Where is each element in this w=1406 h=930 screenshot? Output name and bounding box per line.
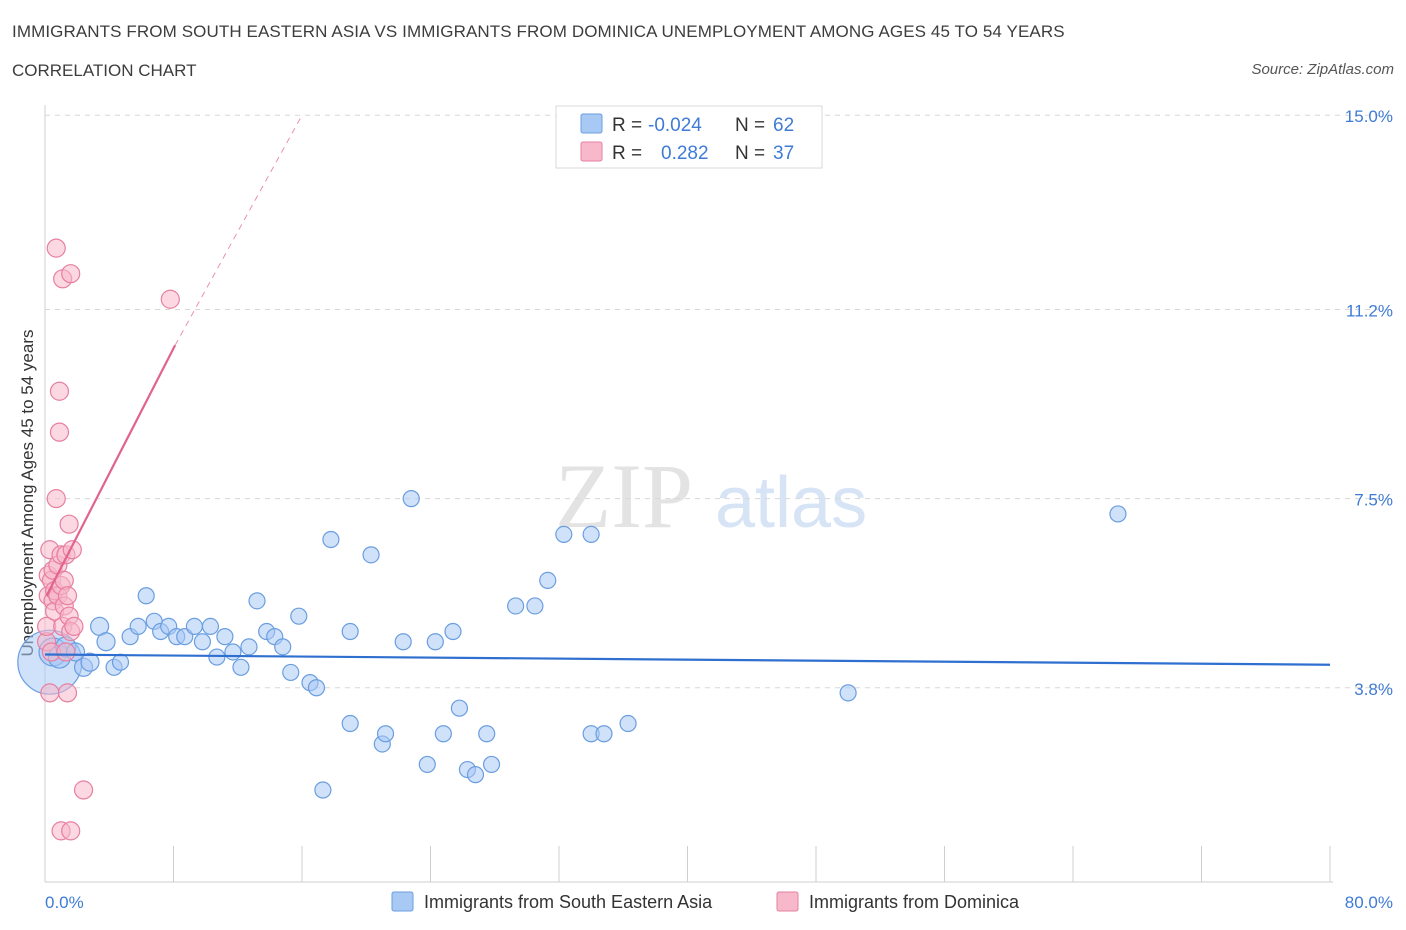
point-south-eastern-asia bbox=[402, 490, 420, 508]
point-south-eastern-asia bbox=[201, 617, 220, 636]
point-dominica bbox=[61, 821, 81, 841]
point-south-eastern-asia bbox=[282, 663, 300, 682]
point-south-eastern-asia bbox=[137, 587, 155, 605]
series-dominica-points bbox=[37, 238, 180, 841]
point-south-eastern-asia bbox=[450, 699, 469, 717]
point-south-eastern-asia bbox=[582, 525, 600, 543]
point-south-eastern-asia bbox=[341, 714, 359, 733]
stats-legend: R = -0.024 N = 62 R = 0.282 N = 37 bbox=[555, 105, 823, 169]
point-south-eastern-asia bbox=[248, 592, 266, 610]
point-south-eastern-asia bbox=[216, 628, 234, 646]
legend-n-value-pink: 37 bbox=[773, 143, 794, 164]
point-dominica bbox=[46, 489, 66, 509]
point-south-eastern-asia bbox=[274, 638, 292, 656]
series-south-eastern-asia-points bbox=[17, 490, 1127, 799]
point-south-eastern-asia bbox=[595, 725, 613, 743]
axes bbox=[44, 105, 1333, 883]
point-south-eastern-asia bbox=[444, 622, 462, 641]
trend-line-south-eastern-asia bbox=[44, 653, 1331, 666]
point-south-eastern-asia bbox=[539, 571, 557, 590]
legend-r-label-blue: R = bbox=[612, 115, 642, 136]
point-dominica bbox=[64, 616, 84, 637]
series-legend-swatch-blue bbox=[391, 891, 414, 912]
point-dominica bbox=[56, 642, 76, 662]
point-dominica bbox=[57, 586, 78, 606]
point-south-eastern-asia bbox=[96, 632, 116, 652]
point-south-eastern-asia bbox=[193, 633, 212, 651]
chart-title: IMMIGRANTS FROM SOUTH EASTERN ASIA VS IM… bbox=[12, 22, 1065, 41]
y-axis-title: Unemployment Among Ages 45 to 54 years bbox=[18, 330, 37, 657]
y-axis-tick-labels: 3.8% 7.5% 11.2% 15.0% bbox=[1345, 107, 1393, 699]
point-south-eastern-asia bbox=[314, 781, 332, 799]
point-south-eastern-asia bbox=[466, 766, 485, 784]
point-south-eastern-asia bbox=[376, 725, 395, 743]
y-tick-label: 15.0% bbox=[1345, 107, 1393, 126]
point-south-eastern-asia bbox=[839, 684, 857, 702]
watermark: ZIP atlas bbox=[555, 445, 867, 547]
point-south-eastern-asia bbox=[394, 633, 412, 651]
trend-lines bbox=[44, 114, 1331, 666]
point-dominica bbox=[40, 683, 60, 703]
legend-n-value-blue: 62 bbox=[773, 115, 794, 136]
point-dominica bbox=[61, 264, 81, 284]
point-south-eastern-asia bbox=[111, 653, 130, 671]
point-south-eastern-asia bbox=[232, 658, 250, 676]
point-dominica bbox=[46, 238, 66, 258]
point-south-eastern-asia bbox=[208, 648, 226, 666]
x-tick-label-min: 0.0% bbox=[45, 893, 84, 912]
legend-swatch-blue bbox=[580, 113, 603, 134]
legend-r-value-pink: 0.282 bbox=[661, 143, 709, 164]
point-south-eastern-asia bbox=[507, 597, 525, 615]
legend-r-label-pink: R = bbox=[612, 143, 642, 164]
point-south-eastern-asia bbox=[307, 679, 326, 697]
point-south-eastern-asia bbox=[290, 607, 308, 625]
trend-line-dominica bbox=[45, 344, 177, 597]
legend-r-value-blue: -0.024 bbox=[648, 115, 702, 136]
point-south-eastern-asia bbox=[482, 755, 501, 774]
gridlines bbox=[45, 114, 1393, 689]
point-dominica bbox=[49, 422, 70, 442]
point-dominica bbox=[57, 683, 78, 703]
watermark-atlas: atlas bbox=[715, 463, 867, 543]
point-dominica bbox=[160, 289, 180, 309]
point-south-eastern-asia bbox=[185, 617, 203, 636]
watermark-zip: ZIP bbox=[555, 445, 693, 547]
legend-n-label-blue: N = bbox=[735, 115, 765, 136]
point-south-eastern-asia bbox=[322, 530, 340, 549]
point-south-eastern-asia bbox=[224, 643, 242, 661]
chart-subtitle: CORRELATION CHART bbox=[12, 61, 197, 80]
series-legend: Immigrants from South Eastern Asia Immig… bbox=[391, 891, 1020, 912]
point-south-eastern-asia bbox=[555, 525, 573, 543]
series-legend-swatch-pink bbox=[776, 891, 799, 912]
point-dominica bbox=[59, 514, 79, 534]
point-south-eastern-asia bbox=[80, 652, 100, 672]
trend-line-dominica-extension bbox=[174, 114, 303, 346]
point-south-eastern-asia bbox=[478, 725, 496, 743]
x-axis-ticks bbox=[44, 846, 1331, 882]
point-south-eastern-asia bbox=[426, 633, 444, 651]
point-south-eastern-asia bbox=[619, 714, 637, 733]
point-dominica bbox=[73, 780, 94, 800]
legend-n-label-pink: N = bbox=[735, 143, 765, 164]
point-south-eastern-asia bbox=[240, 638, 258, 656]
y-tick-label: 7.5% bbox=[1354, 491, 1393, 510]
point-south-eastern-asia bbox=[1109, 505, 1127, 523]
point-south-eastern-asia bbox=[341, 622, 359, 641]
y-tick-label: 11.2% bbox=[1346, 301, 1393, 320]
point-south-eastern-asia bbox=[418, 755, 436, 774]
x-tick-label-max: 80.0% bbox=[1345, 893, 1393, 912]
y-tick-label: 3.8% bbox=[1354, 680, 1393, 699]
legend-swatch-pink bbox=[580, 141, 603, 162]
point-south-eastern-asia bbox=[526, 597, 544, 615]
series-legend-label-pink: Immigrants from Dominica bbox=[809, 892, 1020, 912]
point-dominica bbox=[49, 381, 70, 401]
point-south-eastern-asia bbox=[129, 617, 147, 636]
source-label: Source: ZipAtlas.com bbox=[1251, 61, 1394, 78]
point-south-eastern-asia bbox=[362, 546, 380, 564]
point-south-eastern-asia bbox=[434, 725, 452, 743]
series-legend-label-blue: Immigrants from South Eastern Asia bbox=[424, 892, 713, 912]
